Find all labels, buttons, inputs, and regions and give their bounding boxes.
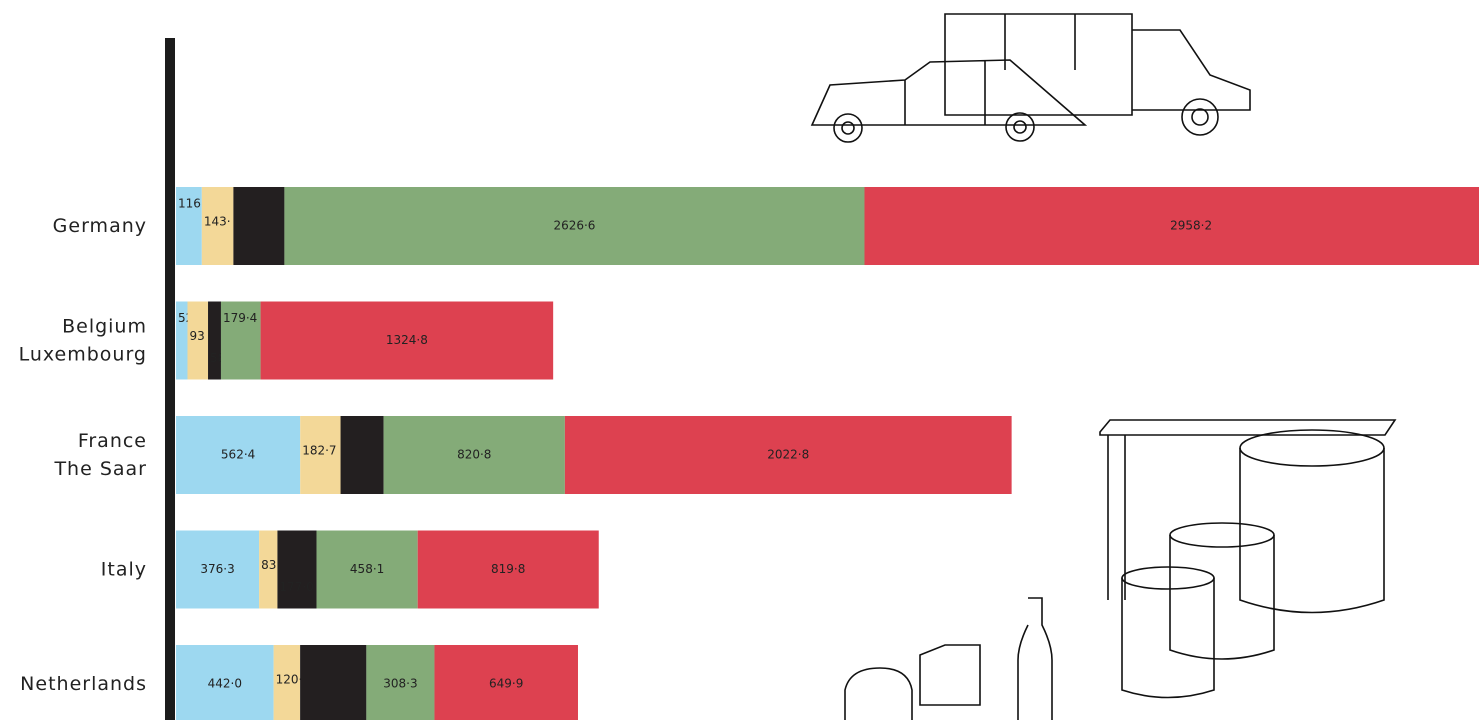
truck-sketch <box>810 13 1251 143</box>
bar-segment <box>864 187 1479 265</box>
bar-segment <box>383 416 565 494</box>
axis-bar <box>165 38 175 720</box>
bar-segment <box>176 645 274 720</box>
bar-segment <box>434 645 578 720</box>
bar-segment <box>176 301 188 380</box>
category-label: Belgium Luxembourg <box>19 315 147 365</box>
value-label: 458·1 <box>350 562 384 576</box>
bar-segment <box>187 301 209 380</box>
bar-segment <box>273 645 301 720</box>
containers-sketch <box>844 419 1397 720</box>
bar-segment <box>259 530 278 609</box>
value-label: 179·4 <box>223 311 257 325</box>
value-label: 2626·6 <box>553 219 595 233</box>
value-label: 562·4 <box>221 448 255 462</box>
category-label: Germany <box>53 215 147 237</box>
bar-segment <box>366 645 435 720</box>
value-label: 820·8 <box>457 448 491 462</box>
value-label: 1324·8 <box>386 333 428 347</box>
bar-segment <box>208 301 221 380</box>
value-label: 143· <box>204 215 231 229</box>
bar-segment <box>300 645 367 720</box>
bar-segment <box>284 187 865 265</box>
value-label: 308·3 <box>383 677 417 691</box>
bar-segment <box>564 416 1012 494</box>
bar-segment <box>316 530 418 609</box>
value-label: 120· <box>276 673 303 687</box>
value-label: 182·7 <box>302 444 336 458</box>
value-label: 649·9 <box>489 677 523 691</box>
category-label: Italy <box>101 558 147 580</box>
value-label: 93 <box>189 329 204 343</box>
bar-segment <box>417 530 599 609</box>
value-label: 2958·2 <box>1170 219 1212 233</box>
bar-segment <box>340 416 384 494</box>
value-label: 83 <box>261 558 276 572</box>
bar-segment <box>260 301 554 380</box>
bar-segment <box>220 301 261 380</box>
bar-segment <box>201 187 234 265</box>
category-label: France The Saar <box>53 430 147 480</box>
bar-segment <box>176 187 202 265</box>
value-label: 376·3 <box>200 562 234 576</box>
bar-segment <box>233 187 285 265</box>
value-label: 819·8 <box>491 562 525 576</box>
bar-segment <box>176 416 301 494</box>
bar-segment <box>176 530 260 609</box>
value-label: 442·0 <box>208 677 242 691</box>
bar-segment <box>277 530 317 609</box>
value-label: 177·0 <box>279 580 313 594</box>
bar-segment <box>300 416 341 494</box>
value-label: 2022·8 <box>767 448 809 462</box>
category-label: Netherlands <box>20 673 147 695</box>
